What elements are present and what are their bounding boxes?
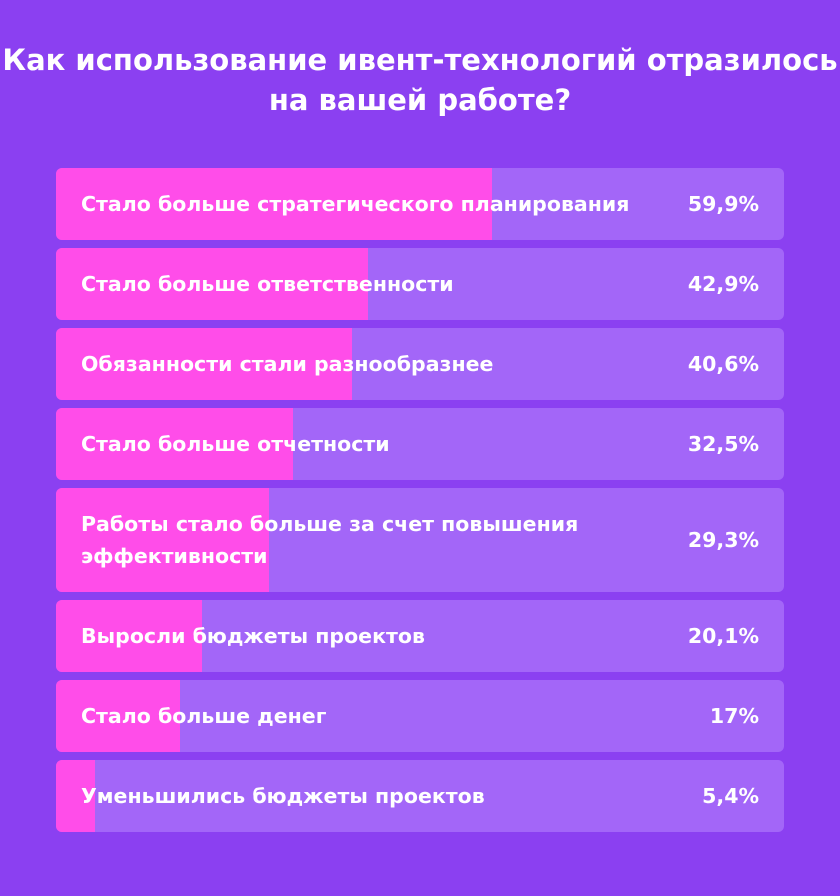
bar-list: Стало больше стратегического планировани… (56, 168, 784, 840)
bar-row: Уменьшились бюджеты проектов 5,4% (56, 760, 784, 832)
bar-label: Стало больше ответственности (81, 272, 454, 296)
bar (56, 760, 96, 832)
bar (56, 600, 203, 672)
bar-value-label: 17% (709, 704, 759, 728)
bar-row: Стало больше отчетности 32,5% (56, 408, 784, 480)
bar-label: Обязанности стали разнообразнее (81, 352, 494, 376)
bar-label: Стало больше денег (81, 704, 327, 728)
bar-label: Стало больше стратегического планировани… (81, 192, 630, 216)
bar-label: Уменьшились бюджеты проектов (81, 784, 485, 808)
bar-value-label: 59,9% (687, 192, 759, 216)
chart-title: Как использование ивент-технологий отраз… (2, 43, 838, 117)
bar-value-label: 29,3% (687, 528, 759, 552)
bar (56, 680, 180, 752)
bar (56, 328, 352, 400)
bar-label: Работы стало больше за счет повышения эф… (81, 512, 579, 568)
bar (56, 488, 270, 592)
bar (56, 408, 293, 480)
bar-value-label: 40,6% (687, 352, 759, 376)
bar-row: Работы стало больше за счет повышения эф… (56, 488, 784, 592)
bar-value-label: 42,9% (687, 272, 759, 296)
bar-row: Стало больше ответственности 42,9% (56, 248, 784, 320)
bar (56, 248, 369, 320)
bar-label: Выросли бюджеты проектов (81, 624, 425, 648)
bar-row: Стало больше денег 17% (56, 680, 784, 752)
bar-row: Стало больше стратегического планировани… (56, 168, 784, 240)
bar (56, 168, 493, 240)
bar-value-label: 5,4% (702, 784, 759, 808)
bar-value-label: 20,1% (687, 624, 759, 648)
bar-value-label: 32,5% (687, 432, 759, 456)
bar-row: Выросли бюджеты проектов 20,1% (56, 600, 784, 672)
bar-label: Стало больше отчетности (81, 432, 390, 456)
bar-row: Обязанности стали разнообразнее 40,6% (56, 328, 784, 400)
